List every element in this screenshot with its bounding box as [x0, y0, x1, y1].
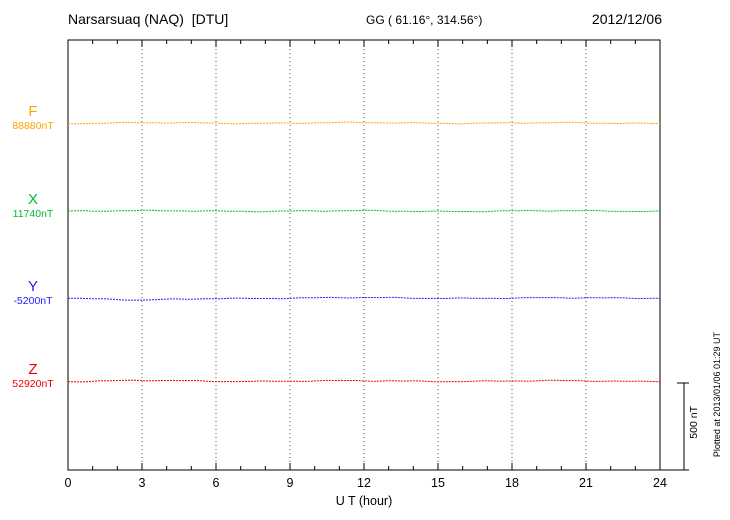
channel-label-Y: Y -5200nT [2, 278, 64, 307]
scalebar-label: 500 nT [688, 406, 700, 439]
channel-letter: F [28, 103, 38, 120]
plotted-at-note: Plotted at 2013/01/06 01:29 UT [712, 332, 722, 458]
channel-letter: X [27, 191, 38, 208]
x-axis-label: U T (hour) [335, 494, 393, 508]
channel-baseline-value: -5200nT [13, 295, 53, 308]
channel-baseline-value: 11740nT [12, 208, 54, 221]
trace-Y [68, 296, 660, 301]
plot-date: 2012/12/06 [591, 11, 662, 27]
x-tick-label: 15 [431, 476, 445, 490]
channel-letter: Y [27, 278, 38, 295]
channel-letter: Z [28, 361, 38, 378]
station-title: Narsarsuaq (NAQ) [DTU] [68, 11, 229, 27]
x-tick-label: 6 [212, 476, 220, 490]
trace-X [68, 209, 660, 213]
channel-label-F: F 88880nT [2, 103, 64, 132]
x-tick-label: 12 [357, 476, 371, 490]
x-tick-label: 9 [286, 476, 294, 490]
trace-F [67, 121, 660, 125]
x-tick-label: 0 [64, 476, 72, 490]
x-tick-label: 24 [653, 476, 667, 490]
channel-baseline-value: 88880nT [12, 120, 54, 133]
x-tick-label: 21 [579, 476, 593, 490]
channel-label-Z: Z 52920nT [2, 361, 64, 390]
channel-label-X: X 11740nT [2, 191, 64, 220]
geographic-coordinates: GG ( 61.16°, 314.56°) [366, 13, 483, 27]
channel-baseline-value: 52920nT [12, 378, 54, 391]
x-tick-label: 18 [505, 476, 519, 490]
x-tick-label: 3 [138, 476, 146, 490]
trace-Z [68, 379, 661, 383]
